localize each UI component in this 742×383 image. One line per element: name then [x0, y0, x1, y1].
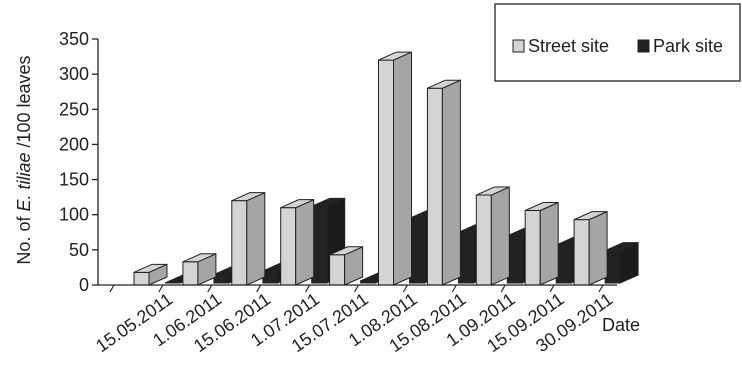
y-axis: 0 50 100 150 200 250 300 350: [59, 29, 99, 295]
street-site-bar-top: [427, 79, 461, 89]
street-site-bar-front: [573, 219, 590, 286]
legend: Street site Park site: [494, 3, 741, 82]
street-site-bar-top: [573, 211, 608, 221]
street-site-bar: [573, 210, 608, 286]
street-site-bar-front: [378, 59, 394, 286]
street-site-bar-front: [475, 194, 492, 286]
street-site-bar: [426, 79, 461, 286]
legend-swatch: [637, 39, 650, 53]
legend-label: Park site: [653, 36, 723, 56]
street-site-bar-front: [133, 271, 150, 286]
street-site-bar-side: [246, 191, 266, 286]
street-site-bar: [231, 191, 266, 286]
x-tick: [109, 284, 115, 293]
legend-label: Street site: [528, 36, 609, 56]
x-tick: [158, 284, 164, 293]
x-tick: [353, 284, 360, 293]
x-axis: 15.05.20111.06.201115.06.20111.07.201115…: [92, 284, 617, 356]
street-site-bar-front: [280, 207, 297, 286]
street-site-bar-side: [441, 79, 461, 286]
street-site-bar: [475, 186, 510, 286]
street-site-bar-top: [329, 246, 363, 256]
street-site-bar-side: [490, 186, 510, 286]
street-site-bar-front: [524, 209, 541, 286]
street-site-bar-top: [476, 186, 510, 196]
street-site-bar-top: [182, 253, 217, 263]
legend-swatch: [512, 39, 525, 53]
x-tick: [256, 284, 262, 293]
x-tick: [402, 284, 408, 293]
y-tick-label: 0: [79, 275, 89, 295]
street-site-bar-top: [133, 263, 168, 273]
y-tick-label: 100: [59, 205, 89, 225]
x-tick: [598, 284, 604, 293]
y-tick-label: 200: [59, 134, 89, 154]
x-tick: [549, 284, 555, 293]
y-tick-label: 250: [59, 99, 89, 119]
street-site-bar-side: [295, 198, 315, 286]
street-site-bar-front: [426, 87, 443, 286]
street-site-bar-side: [588, 210, 608, 286]
park-site-bar-top: [311, 197, 345, 207]
street-site-bar-top: [524, 201, 559, 211]
x-tick: [451, 284, 457, 293]
street-site-bar-front: [182, 261, 199, 286]
park-site-bar-top: [604, 242, 639, 252]
legend-box: [494, 3, 741, 82]
x-tick: [500, 284, 506, 293]
y-tick-label: 150: [59, 170, 89, 190]
street-site-bar-side: [393, 51, 412, 286]
y-tick-label: 350: [59, 29, 89, 49]
bars: [133, 51, 639, 286]
street-site-bar: [378, 51, 412, 286]
street-site-bar-top: [231, 192, 266, 202]
x-axis-label: Date: [602, 315, 640, 335]
street-site-bar: [280, 198, 315, 286]
x-tick: [207, 284, 213, 293]
street-site-bar-front: [329, 254, 346, 286]
street-site-bar: [182, 253, 217, 286]
street-site-bar-front: [231, 200, 248, 286]
park-site-bar: [604, 241, 639, 284]
street-site-bar-top: [280, 199, 314, 209]
street-site-bar: [329, 246, 364, 286]
x-tick: [305, 284, 311, 293]
street-site-bar: [524, 201, 559, 286]
street-site-bar-top: [378, 51, 412, 61]
street-site-bar-side: [539, 201, 559, 286]
y-axis-label: No. of E. tiliae /100 leaves: [14, 55, 34, 264]
y-tick-label: 300: [59, 64, 89, 84]
y-tick-label: 50: [69, 240, 89, 260]
